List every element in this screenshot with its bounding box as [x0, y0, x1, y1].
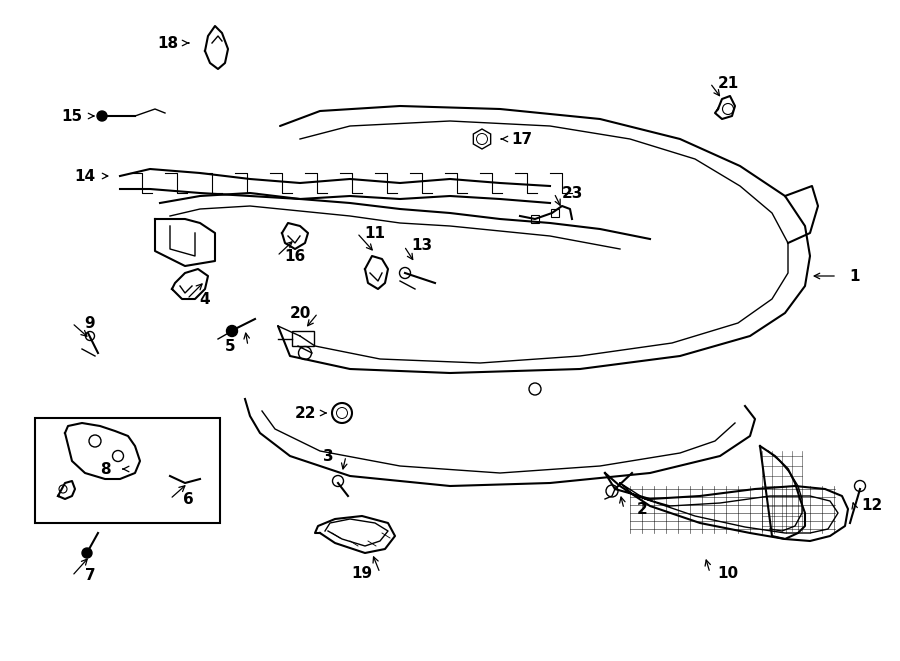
Circle shape: [97, 111, 107, 121]
Text: 20: 20: [289, 305, 310, 321]
Text: 15: 15: [61, 108, 83, 124]
Text: 4: 4: [200, 292, 211, 307]
Text: 17: 17: [511, 132, 533, 147]
Text: 1: 1: [850, 268, 860, 284]
Bar: [551, 209, 559, 217]
Text: 5: 5: [225, 338, 235, 354]
Text: 23: 23: [562, 186, 582, 200]
Bar: [292, 331, 314, 346]
Bar: [531, 215, 539, 223]
Text: 3: 3: [323, 449, 333, 463]
Text: 22: 22: [294, 405, 316, 420]
Text: 10: 10: [717, 566, 739, 580]
Text: 18: 18: [158, 36, 178, 50]
Text: 2: 2: [636, 502, 647, 516]
Text: 6: 6: [183, 492, 194, 506]
Text: 8: 8: [100, 461, 111, 477]
Text: 21: 21: [717, 75, 739, 91]
Text: 9: 9: [85, 315, 95, 330]
Text: 7: 7: [85, 568, 95, 584]
Circle shape: [82, 548, 92, 558]
Text: 13: 13: [411, 239, 433, 254]
Text: 12: 12: [861, 498, 883, 514]
Bar: [35, 418, 220, 523]
Circle shape: [227, 325, 238, 336]
Text: 14: 14: [75, 169, 95, 184]
Text: 19: 19: [351, 566, 373, 580]
Text: 16: 16: [284, 249, 306, 264]
Text: 11: 11: [364, 225, 385, 241]
